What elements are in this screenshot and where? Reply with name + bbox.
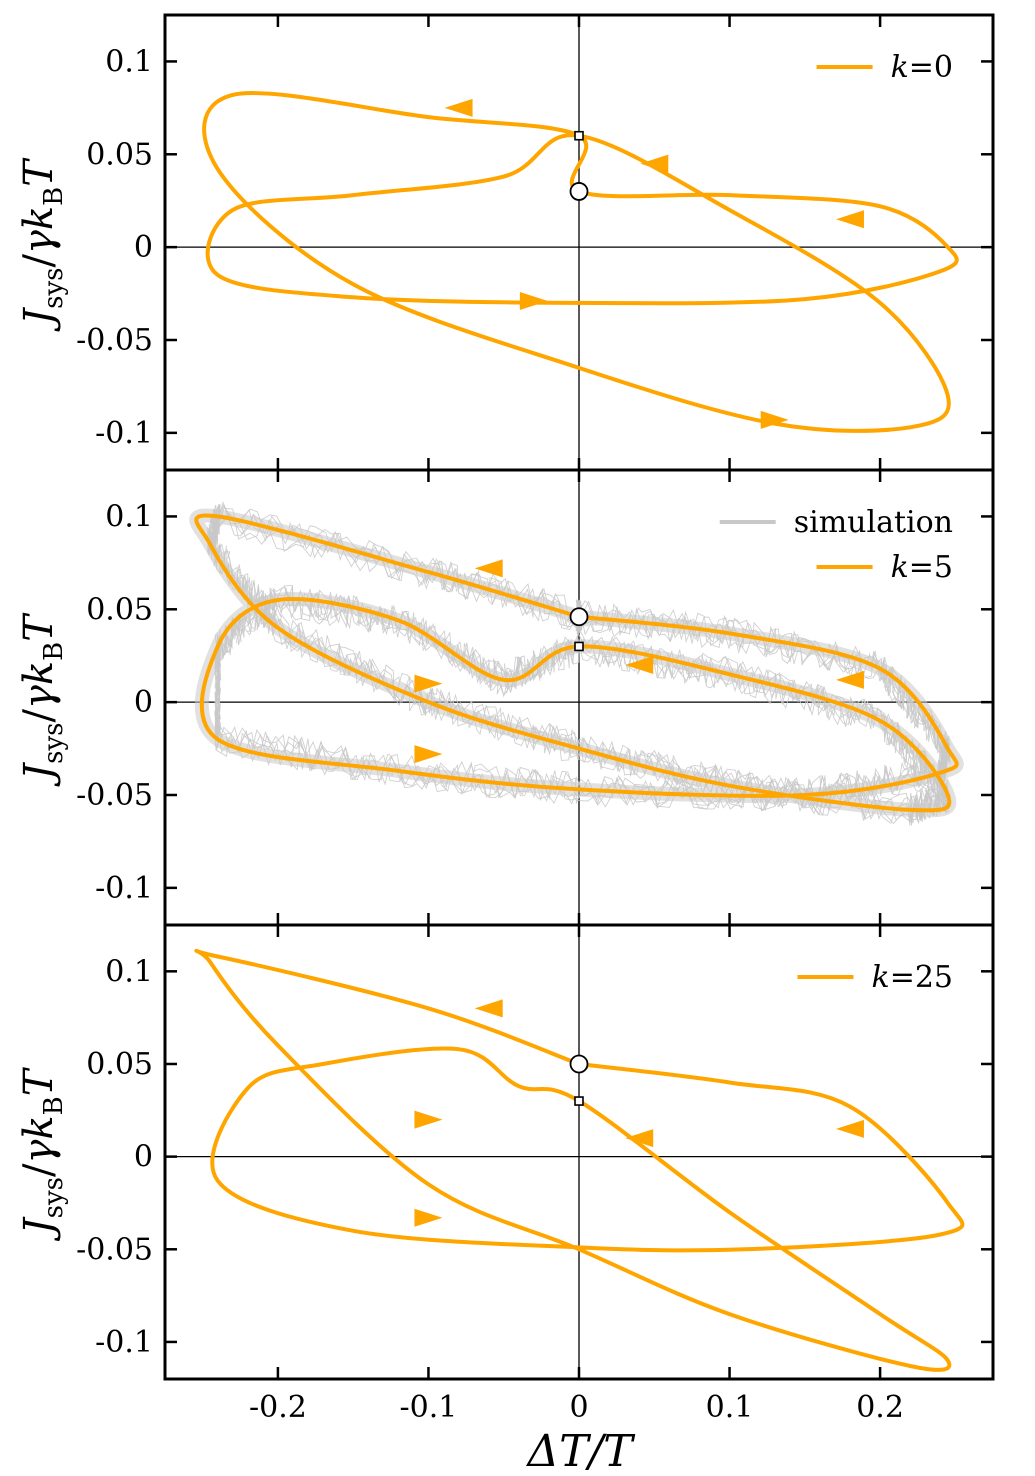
x-tick-label: -0.1 bbox=[400, 1390, 458, 1425]
y-tick-label: -0.1 bbox=[95, 416, 153, 451]
panel-2: -0.1 -0.05 0 0.05 0.1 Jsys/γkBT simulation k=5 bbox=[16, 468, 995, 927]
y-tick-label: -0.05 bbox=[76, 323, 153, 358]
y-tick-label: 0 bbox=[134, 1140, 153, 1175]
y-axis-label: Jsys/γkBT bbox=[16, 612, 69, 787]
start-marker-circle bbox=[569, 182, 589, 201]
legend-label: k=25 bbox=[872, 960, 954, 995]
direction-arrow-2 bbox=[625, 656, 654, 674]
direction-arrow-3 bbox=[835, 1119, 864, 1138]
direction-arrow-4 bbox=[519, 292, 548, 310]
y-tick-label: 0.05 bbox=[86, 592, 153, 627]
y-tick-label: 0.05 bbox=[86, 137, 153, 172]
direction-arrow-1 bbox=[474, 999, 503, 1018]
y-tick-label: 0.1 bbox=[105, 44, 153, 79]
direction-arrow-3 bbox=[835, 670, 864, 689]
start-marker-circle bbox=[569, 1054, 589, 1074]
y-tick-label: -0.1 bbox=[95, 1325, 153, 1360]
series-line-k=25 bbox=[194, 948, 965, 1372]
y-tick-label: 0.1 bbox=[105, 954, 153, 989]
x-tick-label: 0 bbox=[569, 1390, 588, 1425]
direction-arrow-5 bbox=[414, 1208, 443, 1227]
direction-arrow-1 bbox=[444, 98, 473, 117]
direction-arrow-5 bbox=[760, 410, 789, 429]
end-marker-square bbox=[574, 1096, 584, 1106]
start-marker-circle bbox=[569, 607, 589, 627]
panel-3: -0.2 -0.1 0 0.1 0.2 -0.1 -0.05 0 0.05 0.1 Jsys/γkB… bbox=[16, 923, 995, 1425]
y-axis-label: Jsys/γkBT bbox=[16, 157, 69, 332]
y-tick-label: 0.05 bbox=[86, 1047, 153, 1082]
y-tick-label: -0.1 bbox=[95, 871, 153, 906]
panel-1: -0.1 -0.05 0 0.05 0.1 Jsys/γkBT k=0 bbox=[16, 13, 995, 472]
direction-arrow-4 bbox=[414, 674, 443, 693]
x-tick-label: 0.2 bbox=[856, 1390, 904, 1425]
y-axis-label: Jsys/γkBT bbox=[16, 1066, 69, 1241]
y-tick-label: -0.05 bbox=[76, 778, 153, 813]
x-tick-label: 0.1 bbox=[706, 1390, 754, 1425]
y-tick-label: -0.05 bbox=[76, 1232, 153, 1267]
direction-arrow-3 bbox=[835, 210, 864, 229]
simulation-trace bbox=[189, 500, 964, 826]
direction-arrow-2 bbox=[640, 154, 669, 173]
y-tick-label: 0 bbox=[134, 230, 153, 265]
legend-label: k=5 bbox=[891, 550, 953, 585]
y-tick-label: 0.1 bbox=[105, 499, 153, 534]
panels: -0.1 -0.05 0 0.05 0.1 Jsys/γkBT k=0 -0.1 -0.05 0 0… bbox=[16, 13, 995, 1425]
direction-arrow-4 bbox=[414, 1110, 443, 1129]
legend-label: simulation bbox=[794, 505, 953, 540]
legend-label: k=0 bbox=[891, 50, 953, 85]
direction-arrow-2 bbox=[625, 1129, 654, 1148]
x-axis-label: ΔT/T bbox=[525, 1426, 636, 1476]
end-marker-square bbox=[574, 641, 584, 652]
direction-arrow-1 bbox=[474, 559, 503, 578]
x-tick-label: -0.2 bbox=[249, 1390, 307, 1425]
direction-arrow-5 bbox=[414, 745, 443, 764]
series-line-k=0 bbox=[202, 91, 959, 433]
y-tick-label: 0 bbox=[134, 685, 153, 720]
end-marker-square bbox=[574, 130, 584, 141]
